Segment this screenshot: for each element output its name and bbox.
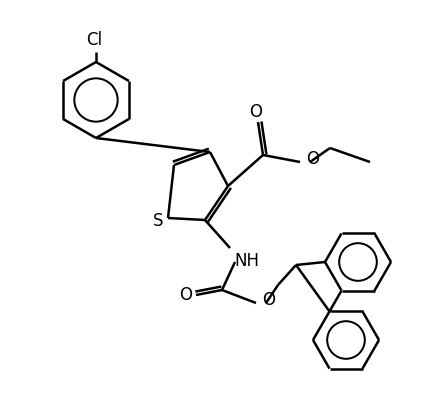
Text: O: O	[262, 291, 275, 309]
Text: O: O	[250, 103, 263, 121]
Text: O: O	[306, 150, 319, 168]
Text: Cl: Cl	[86, 31, 102, 49]
Text: S: S	[153, 212, 163, 230]
Text: O: O	[180, 286, 193, 304]
Text: NH: NH	[234, 252, 259, 270]
